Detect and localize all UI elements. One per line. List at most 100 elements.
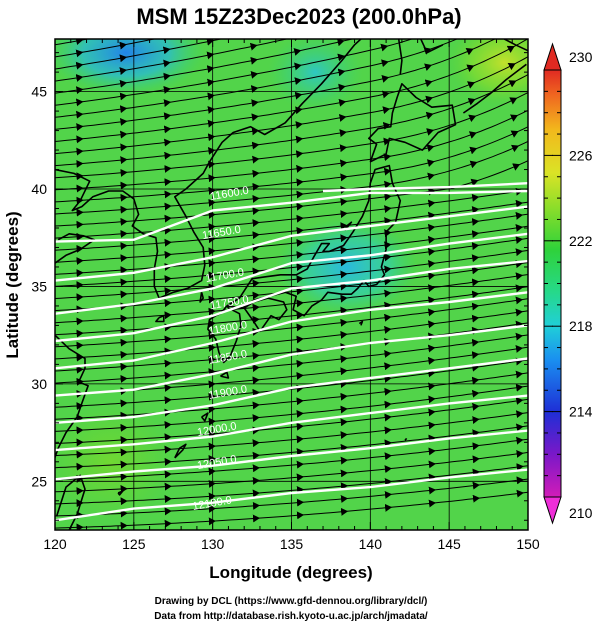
wind-arrow: [427, 296, 436, 305]
wind-arrow: [208, 174, 216, 183]
wind-arrow: [340, 270, 348, 279]
wind-arrow: [252, 267, 260, 276]
wind-arrow: [384, 325, 392, 334]
wind-arrow: [471, 314, 480, 323]
wind-arrow: [339, 144, 348, 153]
wind-arrow: [340, 234, 348, 243]
wind-arrow: [163, 99, 172, 108]
wind-arrow: [164, 383, 172, 392]
wind-arrow: [252, 194, 260, 203]
wind-arrow: [471, 351, 480, 360]
wind-arrow: [427, 356, 436, 365]
wind-arrow: [251, 113, 259, 122]
wind-arrow: [471, 376, 480, 385]
wind-arrow: [427, 344, 436, 353]
wind-arrow: [384, 217, 392, 226]
wind-arrow: [468, 131, 477, 139]
wind-arrow: [382, 106, 391, 115]
coastline: [220, 371, 230, 379]
wind-arrow: [515, 199, 523, 208]
wind-arrow: [208, 198, 216, 207]
wind-arrow: [515, 248, 523, 257]
wind-arrow: [294, 91, 303, 100]
wind-arrow: [252, 376, 260, 385]
geopotential-contours: [55, 182, 528, 522]
wind-arrow: [76, 110, 84, 119]
streamline: [55, 310, 528, 360]
wind-arrow: [208, 319, 216, 328]
wind-arrow: [472, 402, 480, 411]
wind-arrow: [471, 254, 480, 263]
wind-arrow: [427, 223, 436, 232]
wind-arrow: [512, 163, 521, 171]
colorbar-label: 226: [569, 147, 593, 163]
wind-arrow: [296, 275, 304, 284]
wind-arrow: [207, 78, 215, 87]
streamline: [55, 286, 528, 336]
temperature-region: [449, 39, 528, 106]
wind-arrow: [337, 68, 346, 77]
wind-arrow: [296, 263, 304, 272]
wind-arrow: [340, 173, 348, 182]
colorbar-bottom-arrow: [543, 496, 562, 525]
wind-arrow: [510, 130, 519, 138]
streamline: [55, 213, 528, 263]
wind-arrow: [296, 323, 304, 332]
wind-arrow: [384, 426, 392, 435]
streamline: [55, 274, 528, 324]
wind-arrow: [296, 226, 304, 235]
wind-arrow: [251, 141, 260, 150]
wind-arrow: [384, 374, 392, 383]
wind-arrow: [515, 224, 523, 232]
wind-arrow: [252, 401, 260, 410]
chart-title: MSM 15Z23Dec2023 (200.0hPa): [136, 4, 461, 29]
wind-arrow: [381, 90, 390, 99]
wind-arrow: [296, 371, 304, 380]
wind-arrow: [296, 460, 304, 469]
wind-arrow: [384, 503, 393, 512]
y-tick-label: 40: [31, 181, 47, 197]
wind-arrow: [340, 222, 348, 231]
wind-arrow: [164, 335, 172, 344]
wind-arrow: [208, 295, 216, 304]
wind-arrow: [384, 229, 392, 238]
x-axis-ticks: 120 125 130 135 140 145 150: [43, 39, 540, 552]
wind-arrow: [296, 190, 304, 199]
temperature-region: [275, 218, 418, 316]
wind-arrow: [206, 65, 215, 74]
wind-arrow: [296, 164, 304, 173]
wind-arrow: [510, 144, 520, 153]
contour-line: [55, 232, 528, 315]
streamline: [55, 334, 528, 384]
wind-arrow: [384, 452, 392, 461]
wind-arrow: [427, 211, 436, 220]
wind-arrow: [119, 92, 128, 101]
wind-arrow: [208, 235, 216, 244]
wind-arrow: [340, 418, 348, 427]
wind-arrow: [340, 355, 348, 364]
wind-arrow: [340, 318, 348, 327]
wind-arrow: [206, 39, 214, 46]
wind-arrow: [340, 210, 348, 219]
streamline: [55, 438, 528, 481]
wind-arrow: [427, 369, 436, 378]
contour-line: [55, 205, 528, 282]
wind-arrow: [340, 379, 348, 388]
wind-arrow: [250, 70, 259, 79]
streamline: [55, 249, 528, 299]
wind-arrow: [384, 478, 392, 487]
wind-arrow: [425, 33, 430, 35]
y-axis-label: Latitude (degrees): [3, 211, 22, 358]
contour-line: [55, 429, 528, 481]
wind-arrow: [164, 178, 172, 187]
wind-arrow: [293, 47, 302, 56]
wind-arrow: [252, 414, 260, 423]
contour-line: [55, 259, 528, 343]
wind-arrow: [208, 343, 216, 352]
wind-arrow: [296, 384, 304, 393]
wind-arrow: [466, 64, 475, 72]
wind-arrow: [467, 97, 476, 106]
wind-arrow: [384, 289, 392, 298]
wind-arrow: [506, 45, 515, 53]
